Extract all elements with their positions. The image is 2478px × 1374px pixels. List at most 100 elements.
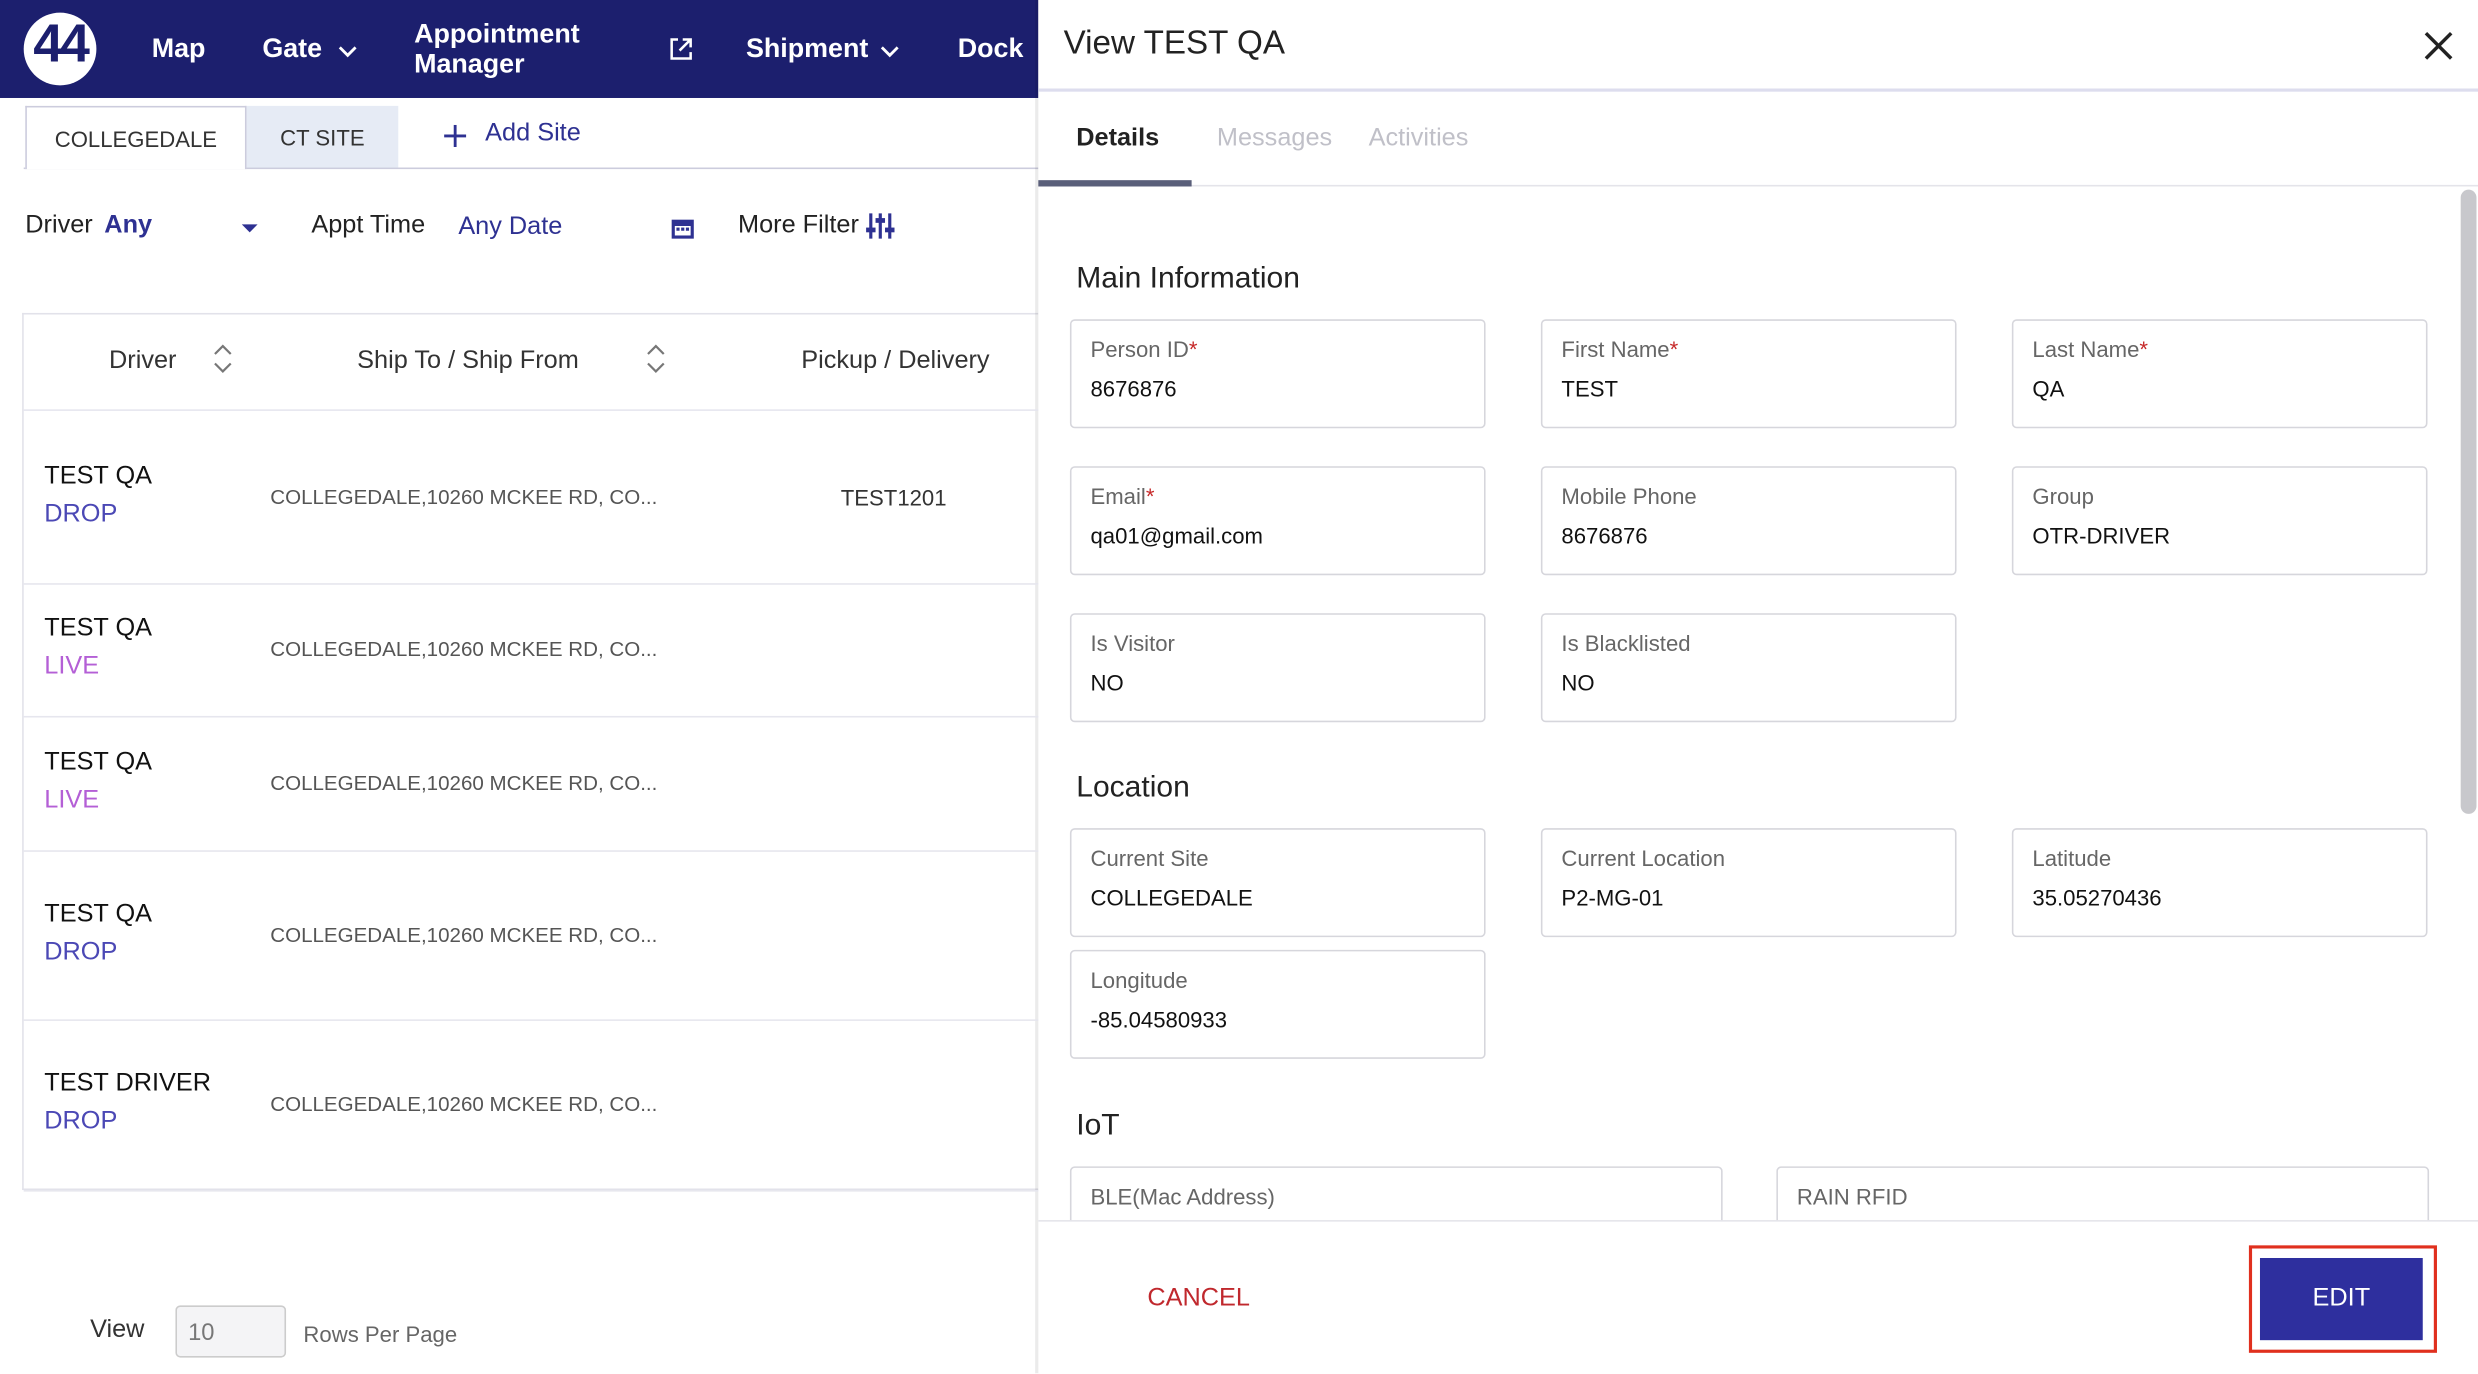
logo-circle xyxy=(23,12,97,86)
ship-address: COLLEGEDALE,10260 MCKEE RD, CO... xyxy=(270,636,658,661)
row-divider xyxy=(23,1190,1039,1192)
field: Email* qa01@gmail.com xyxy=(1069,466,1486,576)
active-tab-indicator xyxy=(1038,180,1192,187)
sort-icon[interactable] xyxy=(213,344,232,373)
row-divider xyxy=(23,850,1039,852)
field-label: Current Site xyxy=(1090,845,1209,871)
site-tab[interactable]: CT SITE xyxy=(246,105,399,168)
panel-tab[interactable]: Details xyxy=(1076,124,1160,152)
site-tabs-line xyxy=(23,167,1039,170)
required-mark: * xyxy=(1188,336,1198,362)
required-mark: * xyxy=(1669,336,1679,362)
panel-tab[interactable]: Messages xyxy=(1216,124,1333,152)
field-label: Current Location xyxy=(1561,845,1726,871)
panel-tabs-line xyxy=(1038,184,2478,187)
field-label: Group xyxy=(2032,483,2094,509)
field-value: OTR-DRIVER xyxy=(2032,523,2171,549)
driver-name[interactable]: TEST QA xyxy=(44,900,152,927)
filter-value[interactable]: Any Date xyxy=(458,213,563,241)
panel-header-line xyxy=(1038,88,2478,92)
logo[interactable]: 44 xyxy=(33,14,90,75)
nav-item[interactable]: Gate xyxy=(262,33,323,64)
panel-shade xyxy=(1035,0,1040,1374)
nav-item[interactable]: Appointment Manager xyxy=(414,18,580,80)
field-value: qa01@gmail.com xyxy=(1090,523,1263,549)
load-type: LIVE xyxy=(44,786,100,814)
sort-icon[interactable] xyxy=(646,344,665,373)
chevron xyxy=(880,46,899,58)
column-header[interactable]: Ship To / Ship From xyxy=(357,347,579,375)
filter-value[interactable]: Any xyxy=(104,211,153,239)
row-divider xyxy=(23,715,1039,718)
field-label: Email* xyxy=(1090,483,1155,509)
field-value: P2-MG-01 xyxy=(1561,885,1664,911)
field-label: Person ID* xyxy=(1090,336,1198,362)
field: Person ID* 8676876 xyxy=(1069,319,1486,429)
row-divider xyxy=(23,409,1039,411)
filter-label: Driver xyxy=(25,211,93,239)
chevron xyxy=(338,46,357,58)
ship-address: COLLEGEDALE,10260 MCKEE RD, CO... xyxy=(270,922,658,946)
filter-label: Appt Time xyxy=(311,211,426,239)
driver-dropdown-arrow[interactable] xyxy=(241,223,258,236)
section-title: Main Information xyxy=(1076,262,1300,296)
field-value: TEST xyxy=(1561,376,1618,402)
page-size-select[interactable]: 10 xyxy=(175,1305,287,1358)
field-value: 8676876 xyxy=(1090,376,1177,402)
row-divider xyxy=(23,1019,1039,1021)
driver-name[interactable]: TEST QA xyxy=(44,748,152,776)
driver-name[interactable]: TEST QA xyxy=(44,462,152,490)
field: Group OTR-DRIVER xyxy=(2011,466,2428,576)
column-header[interactable]: Driver xyxy=(109,347,177,375)
calendar-icon[interactable] xyxy=(670,215,695,240)
ship-address: COLLEGEDALE,10260 MCKEE RD, CO... xyxy=(270,770,658,795)
nav-item[interactable]: Shipment xyxy=(745,33,869,64)
external-link-icon[interactable] xyxy=(669,36,694,61)
load-type: LIVE xyxy=(44,652,100,680)
table-box xyxy=(22,312,1039,1191)
pagination-label: View xyxy=(90,1316,145,1344)
panel-body: Main Information Person ID* 8676876 First N… xyxy=(1038,186,2459,1221)
field-label: Latitude xyxy=(2032,845,2112,871)
field-value: 35.05270436 xyxy=(2032,885,2162,911)
field-value: QA xyxy=(2032,376,2065,402)
field: RAIN RFID xyxy=(1776,1166,2430,1221)
field-label: Is Visitor xyxy=(1090,630,1175,656)
filter-icon[interactable] xyxy=(866,212,895,240)
add-site[interactable]: Add Site xyxy=(485,120,581,147)
more-filter[interactable]: More Filter xyxy=(738,211,859,239)
nav-item[interactable]: Map xyxy=(151,33,206,64)
field: First Name* TEST xyxy=(1540,319,1957,429)
nav-bar xyxy=(0,0,1039,98)
site-tab[interactable]: COLLEGEDALE xyxy=(25,105,247,170)
load-type: DROP xyxy=(44,1107,118,1135)
panel-title: View TEST QA xyxy=(1063,25,1285,62)
field: Latitude 35.05270436 xyxy=(2011,828,2428,938)
nav-item[interactable]: Dock xyxy=(957,33,1024,64)
field-value: -85.04580933 xyxy=(1090,1006,1228,1033)
field: Last Name* QA xyxy=(2011,319,2428,429)
load-type: DROP xyxy=(44,500,118,528)
field-value: 8676876 xyxy=(1561,523,1648,549)
driver-name[interactable]: TEST DRIVER xyxy=(44,1069,211,1097)
section-title: Location xyxy=(1076,771,1190,805)
close-icon[interactable] xyxy=(2421,28,2456,63)
field: BLE(Mac Address) xyxy=(1069,1166,1723,1221)
section-title: IoT xyxy=(1076,1109,1120,1143)
field: Current Location P2-MG-01 xyxy=(1540,828,1957,938)
field-label: Last Name* xyxy=(2032,336,2149,362)
row-divider xyxy=(23,583,1039,585)
cancel-button[interactable]: CANCEL xyxy=(1147,1284,1250,1312)
driver-name[interactable]: TEST QA xyxy=(44,614,152,642)
field: Is Blacklisted NO xyxy=(1540,613,1957,723)
edit-button[interactable]: EDIT xyxy=(2259,1257,2423,1341)
field-label: First Name* xyxy=(1561,336,1679,362)
panel-tab[interactable]: Activities xyxy=(1368,124,1469,152)
field-label: Mobile Phone xyxy=(1561,483,1697,509)
field-label: RAIN RFID xyxy=(1796,1183,1908,1210)
pagination-label: Rows Per Page xyxy=(303,1321,458,1347)
panel xyxy=(1038,0,2478,1374)
plus-icon[interactable] xyxy=(444,124,467,147)
load-type: DROP xyxy=(44,937,118,965)
